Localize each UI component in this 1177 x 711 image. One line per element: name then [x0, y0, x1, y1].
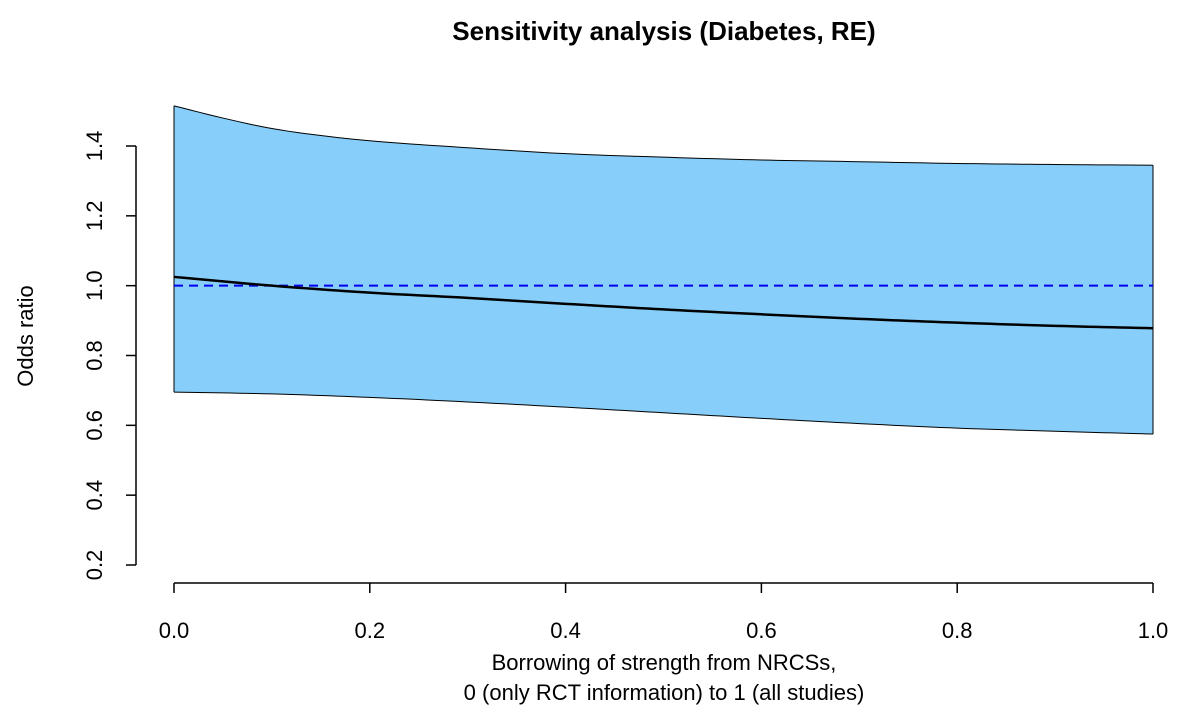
axes: 0.0 0.2 0.4 0.6 0.8 1.0 0.2 0.4 0.6 0.8 1.0 1.2 1.4 [82, 131, 1168, 643]
x-tick-label: 0.4 [550, 618, 581, 643]
y-tick-label: 0.6 [82, 410, 107, 441]
x-axis-label-line2: 0 (only RCT information) to 1 (all studi… [464, 680, 865, 705]
lower-bound-line [173, 391, 1154, 435]
y-tick-label: 1.4 [82, 131, 107, 162]
y-tick-label: 1.2 [82, 201, 107, 232]
x-tick-label: 0.0 [159, 618, 190, 643]
x-tick-label: 0.6 [746, 618, 777, 643]
x-tick-label: 1.0 [1138, 618, 1169, 643]
plot-area [173, 105, 1154, 435]
y-axis-label: Odds ratio [13, 285, 38, 387]
x-tick-label: 0.2 [355, 618, 386, 643]
y-tick-label: 1.0 [82, 270, 107, 301]
y-tick-label: 0.2 [82, 550, 107, 581]
confidence-band [174, 105, 1153, 435]
chart-title: Sensitivity analysis (Diabetes, RE) [452, 16, 875, 46]
x-axis-label-line1: Borrowing of strength from NRCSs, [492, 650, 837, 675]
estimate-line [173, 275, 1154, 330]
y-tick-label: 0.4 [82, 480, 107, 511]
upper-bound-line [173, 105, 1154, 166]
x-tick-label: 0.8 [942, 618, 973, 643]
y-tick-label: 0.8 [82, 340, 107, 371]
